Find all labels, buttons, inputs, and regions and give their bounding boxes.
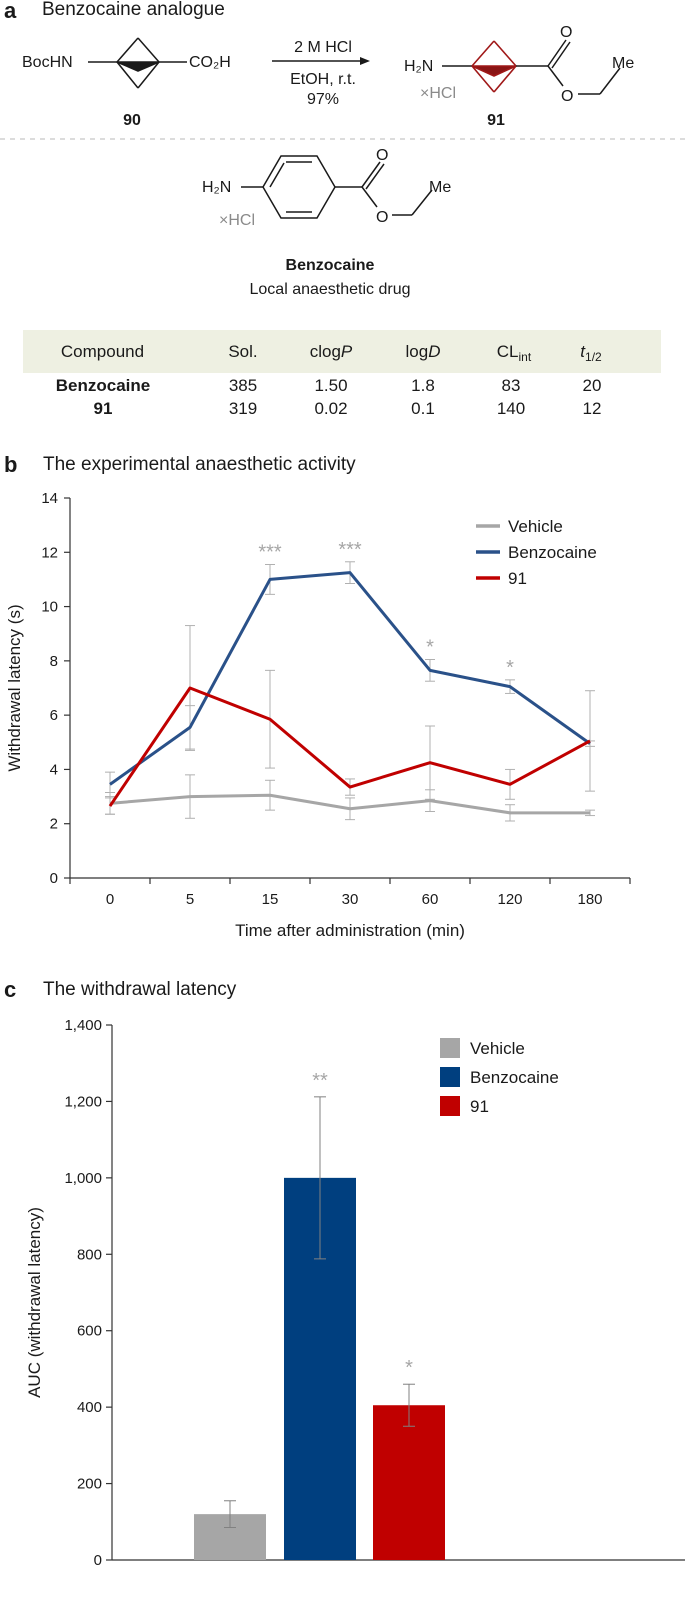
y-tick-label: 10: [41, 599, 58, 616]
benzocaine-name: Benzocaine: [286, 257, 375, 274]
y-tick-label: 1,200: [64, 1093, 102, 1110]
product-o-top: O: [560, 24, 572, 41]
series-line-benzocaine: [109, 571, 591, 786]
legend-label: Vehicle: [508, 517, 563, 536]
x-tick-label: 120: [497, 891, 522, 908]
product-salt-label: ×HCl: [420, 85, 456, 102]
row-91-logd: 0.1: [411, 399, 435, 418]
significance-marker: *: [405, 1357, 413, 1379]
y-tick-label: 200: [77, 1476, 102, 1493]
significance-marker: ***: [338, 539, 362, 561]
x-tick-label: 0: [106, 891, 114, 908]
panel-b-letter: b: [4, 452, 18, 477]
col-sol: Sol.: [228, 342, 258, 361]
legend-swatch: [440, 1038, 460, 1058]
x-tick-label: 5: [186, 891, 194, 908]
line-chart: 0 2 4 6 8 10 12 14 0 5 15 30 60 120 180 Time after admi…: [5, 490, 631, 940]
product-id: 91: [487, 112, 505, 129]
y-tick-label: 600: [77, 1323, 102, 1340]
reaction-arrow-icon: [360, 57, 370, 65]
panel-c-title: The withdrawal latency: [43, 979, 237, 1000]
panel-a-title: Benzocaine analogue: [42, 0, 225, 20]
bicyclopentane-core-90: [116, 37, 160, 89]
y-tick-label: 400: [77, 1399, 102, 1416]
row-91-t12: 12: [582, 399, 602, 418]
legend-label: 91: [508, 569, 527, 588]
y-tick-label: 12: [41, 544, 58, 561]
property-table-header: [23, 330, 661, 373]
benzocaine-salt-label: ×HCl: [219, 212, 255, 229]
benzocaine-description: Local anaesthetic drug: [250, 281, 411, 298]
condition-line3: 97%: [307, 91, 339, 108]
legend-label: Benzocaine: [470, 1068, 559, 1087]
col-clint: CLint: [496, 342, 532, 364]
y-tick-label: 0: [50, 870, 58, 887]
benzocaine-me: Me: [429, 179, 451, 196]
y-tick-label: 1,000: [64, 1170, 102, 1187]
panel-a-letter: a: [4, 0, 17, 23]
legend-swatch: [440, 1096, 460, 1116]
legend-swatch: [440, 1067, 460, 1087]
y-tick-label: 0: [94, 1552, 102, 1569]
legend-label: 91: [470, 1097, 489, 1116]
y-axis-label: AUC (withdrawal latency): [25, 1207, 44, 1398]
product-o-ester: O: [561, 88, 573, 105]
x-tick-label: 180: [577, 891, 602, 908]
bicyclopentane-core-91: [471, 40, 517, 93]
y-axis-label: Withdrawal latency (s): [5, 604, 24, 771]
bar-91: [373, 1405, 445, 1560]
y-tick-label: 4: [50, 761, 58, 778]
row-91-compound: 91: [93, 399, 113, 418]
reactant-acid-label: CO₂H: [189, 54, 231, 71]
y-tick-label: 2: [50, 816, 58, 833]
benzocaine-o-top: O: [376, 147, 388, 164]
col-logd: logD: [405, 342, 441, 361]
series-line-vehicle: [109, 793, 590, 815]
y-tick-label: 1,400: [64, 1017, 102, 1034]
bar-chart: 0 200 400 600 800 1,000 1,200 1,400 AUC (withdra…: [25, 1017, 685, 1569]
legend-label: Benzocaine: [508, 543, 597, 562]
panel-b-title: The experimental anaesthetic activity: [43, 454, 356, 475]
y-tick-label: 800: [77, 1246, 102, 1263]
panel-c-letter: c: [4, 977, 17, 1002]
reaction-scheme: BocHN CO₂H 90 2 M HCl EtOH, r.t. 97% H₂N…: [0, 24, 685, 298]
benzocaine-nh-label: H₂N: [202, 179, 231, 196]
significance-marker: **: [312, 1070, 328, 1092]
x-tick-label: 60: [422, 891, 439, 908]
row-benzocaine-sol: 385: [228, 376, 258, 395]
col-compound: Compound: [60, 342, 145, 361]
x-tick-label: 15: [262, 891, 279, 908]
y-tick-label: 8: [50, 653, 58, 670]
col-t-half: t1/2: [580, 342, 602, 364]
condition-line2: EtOH, r.t.: [290, 71, 356, 88]
row-91-sol: 319: [228, 399, 258, 418]
row-benzocaine-logd: 1.8: [411, 376, 435, 395]
row-benzocaine-clogp: 1.50: [314, 376, 348, 395]
significance-marker: ***: [258, 542, 282, 564]
legend-label: Vehicle: [470, 1039, 525, 1058]
row-91-clint: 140: [496, 399, 526, 418]
benzene-ring: [262, 155, 336, 219]
series-line-91: [108, 686, 591, 807]
row-benzocaine-t12: 20: [582, 376, 602, 395]
reactant-nh-label: BocHN: [22, 54, 73, 71]
condition-line1: 2 M HCl: [294, 39, 352, 56]
significance-marker: *: [506, 657, 514, 679]
y-tick-label: 6: [50, 707, 58, 724]
benzocaine-o-ester: O: [376, 209, 388, 226]
reactant-id: 90: [123, 112, 141, 129]
row-benzocaine-compound: Benzocaine: [55, 376, 151, 395]
row-91-clogp: 0.02: [314, 399, 348, 418]
product-nh-label: H₂N: [404, 58, 433, 75]
row-benzocaine-clint: 83: [501, 376, 521, 395]
col-clogp: clogP: [309, 342, 353, 361]
x-axis-label: Time after administration (min): [235, 921, 465, 940]
y-tick-label: 14: [41, 490, 58, 507]
x-tick-label: 30: [342, 891, 359, 908]
significance-marker: *: [426, 637, 434, 659]
product-me: Me: [612, 55, 634, 72]
